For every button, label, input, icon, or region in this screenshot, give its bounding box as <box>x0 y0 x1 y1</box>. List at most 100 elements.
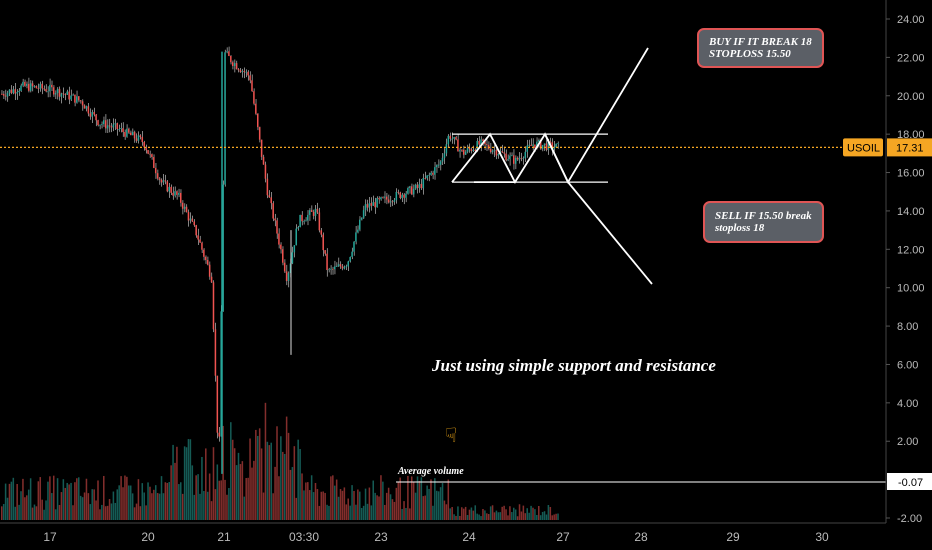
volume-bar <box>181 493 184 520</box>
candle-body <box>62 93 65 95</box>
volume-bar <box>224 479 226 520</box>
volume-bar <box>60 492 63 520</box>
candle-body <box>197 235 199 240</box>
candle-body <box>310 210 313 212</box>
candle-body <box>216 375 219 433</box>
volume-bar <box>247 477 249 520</box>
candle-body <box>445 144 448 154</box>
volume-bar <box>237 452 240 520</box>
candle-body <box>143 141 145 148</box>
volume-bar <box>297 439 299 520</box>
candle-body <box>384 196 386 198</box>
volume-bar <box>47 481 49 520</box>
candle-body <box>203 249 205 257</box>
volume-bar <box>409 508 411 520</box>
volume-bar <box>201 456 203 520</box>
candle-body <box>178 192 180 195</box>
candle-body <box>403 194 405 198</box>
volume-bar <box>166 482 169 520</box>
candle-body <box>301 214 303 222</box>
volume-bar <box>385 492 388 520</box>
candle-body <box>282 249 284 263</box>
volume-bar <box>230 422 232 520</box>
candle-body <box>337 264 340 267</box>
candle-body <box>262 156 265 165</box>
candle-body <box>503 152 505 154</box>
volume-bar <box>351 485 353 520</box>
sell-note[interactable]: SELL IF 15.50 break stoploss 18 <box>703 201 824 243</box>
candle-body <box>401 194 403 199</box>
candle-body <box>387 199 390 203</box>
volume-bar <box>172 444 174 520</box>
candle-body <box>114 123 117 125</box>
candle-body <box>428 174 430 176</box>
buy-note[interactable]: BUY IF IT BREAK 18 STOPLOSS 15.50 <box>697 28 824 68</box>
volume-bar <box>318 505 321 520</box>
volume-bar <box>412 482 415 520</box>
candle-body <box>141 137 144 142</box>
volume-bar <box>141 483 144 520</box>
volume-bar <box>320 491 323 520</box>
candle-body <box>49 84 51 92</box>
volume-bar <box>89 504 92 520</box>
volume-bar <box>299 449 301 520</box>
volume-bar <box>216 464 219 520</box>
volume-bar <box>106 505 109 520</box>
candle-body <box>56 88 59 94</box>
candle-body <box>218 432 221 437</box>
time-axis[interactable]: 17 20 21 03:30 23 24 27 28 29 30 <box>43 530 829 544</box>
candle-body <box>172 192 174 196</box>
volume-bar <box>101 504 103 520</box>
candle-body <box>206 259 209 265</box>
candle-body <box>455 137 457 140</box>
candle-body <box>443 153 446 158</box>
volume-bar <box>39 477 42 520</box>
price-tick-label: 12.00 <box>897 244 925 256</box>
volume-bar <box>312 492 315 520</box>
pattern-leg <box>544 133 569 183</box>
caption-text: Just using simple support and resistance <box>432 356 716 375</box>
volume-bar <box>272 493 274 520</box>
candle-body <box>74 94 76 103</box>
volume-bar <box>282 451 284 520</box>
volume-bar <box>185 447 188 520</box>
volume-bar <box>461 507 463 520</box>
candle-body <box>230 55 232 63</box>
volume-bar <box>520 511 523 520</box>
volume-bar <box>241 461 244 520</box>
volume-bar <box>68 484 70 520</box>
candle-body <box>305 220 307 222</box>
last-price-tag: 17.31 <box>896 142 924 154</box>
candle-body <box>405 193 407 198</box>
candle-body <box>343 266 346 269</box>
volume-bar <box>262 492 265 520</box>
volume-bar <box>228 488 230 520</box>
candle-body <box>18 90 20 93</box>
volume-bar <box>364 488 367 520</box>
candle-body <box>318 212 321 231</box>
volume-bar <box>470 507 473 520</box>
volume-bar <box>151 493 153 520</box>
volume-bar <box>208 473 211 520</box>
candle-body <box>512 155 515 164</box>
price-axis[interactable]: 24.00 22.00 20.00 18.00 16.00 14.00 12.00 10.00… <box>843 14 932 525</box>
candle-body <box>314 208 317 216</box>
candle-body <box>382 197 384 199</box>
volume-bar <box>164 482 167 520</box>
volume-bar <box>557 513 559 520</box>
candles <box>1 46 559 474</box>
candle-body <box>326 253 328 271</box>
candle-body <box>364 204 367 211</box>
candle-body <box>370 203 373 206</box>
candle-body <box>534 144 536 149</box>
candle-body <box>295 228 298 246</box>
candle-body <box>368 203 371 208</box>
volume-bar <box>378 496 380 520</box>
candle-body <box>189 218 192 221</box>
volume-bar <box>480 516 482 520</box>
candle-body <box>432 172 434 175</box>
volume-bar <box>541 511 544 520</box>
candle-body <box>333 266 336 270</box>
volume-bar <box>405 507 407 520</box>
